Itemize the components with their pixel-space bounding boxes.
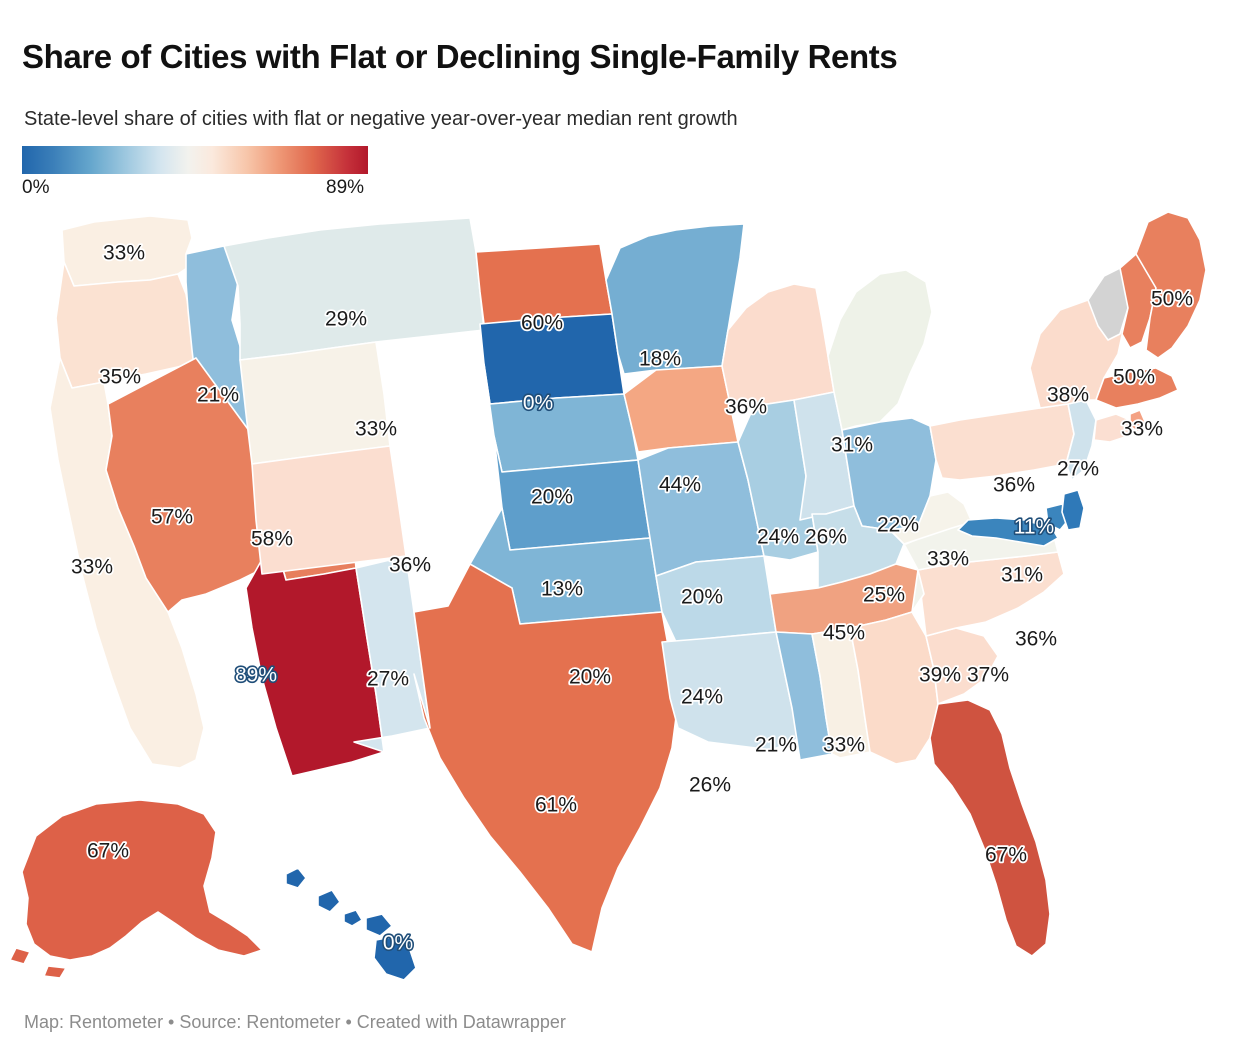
state-me[interactable] — [1135, 211, 1207, 359]
state-label-ut: 58% — [251, 528, 293, 551]
state-label-ks: 13% — [541, 578, 583, 601]
state-label-ar: 24% — [681, 686, 723, 709]
color-legend: 0% 89% — [22, 146, 368, 201]
state-label-nh: 50% — [1113, 366, 1155, 389]
state-label-me: 50% — [1151, 288, 1193, 311]
state-label-ma: 33% — [1121, 418, 1163, 441]
state-label-nj: 27% — [1057, 458, 1099, 481]
state-label-fl: 67% — [985, 844, 1027, 867]
state-label-wi: 36% — [725, 396, 767, 419]
state-az[interactable] — [245, 537, 385, 777]
state-label-mi: 31% — [831, 434, 873, 457]
state-wy[interactable] — [239, 341, 391, 465]
state-mi[interactable] — [827, 269, 933, 431]
state-label-md: 11% — [1014, 516, 1054, 539]
state-label-nd: 60% — [521, 312, 563, 335]
state-nm[interactable] — [353, 555, 431, 753]
state-label-mn: 18% — [639, 348, 681, 371]
state-ri[interactable] — [1129, 409, 1147, 433]
state-label-nc: 36% — [1015, 628, 1057, 651]
state-label-wy: 33% — [355, 418, 397, 441]
state-label-va: 31% — [1001, 564, 1043, 587]
state-label-ky: 25% — [863, 584, 905, 607]
state-pa[interactable] — [929, 403, 1075, 481]
state-co[interactable] — [251, 445, 407, 575]
state-sc[interactable] — [925, 627, 999, 705]
state-mt[interactable] — [223, 217, 485, 361]
legend-min-label: 0% — [22, 177, 50, 198]
us-map-svg: 67% 0% 33% 35% 33% 21% 57% 58% 89% 29% 33% 36% 27% 60… — [9, 211, 1207, 981]
state-label-id: 21% — [197, 384, 239, 407]
state-label-nv: 57% — [151, 506, 193, 529]
state-labels-layer: 67% 0% 33% 35% 33% 21% 57% 58% 89% 29% 33% 36% 27% 60… — [69, 240, 1194, 956]
state-label-wv: 33% — [927, 548, 969, 571]
state-label-ak: 67% — [87, 840, 129, 863]
state-label-ny: 38% — [1047, 384, 1089, 407]
state-label-sc: 37% — [967, 664, 1009, 687]
state-tx[interactable] — [413, 563, 679, 953]
state-label-ms: 21% — [755, 734, 797, 757]
page-subtitle: State-level share of cities with flat or… — [24, 108, 738, 130]
state-label-wa: 33% — [103, 242, 145, 265]
state-ak[interactable] — [9, 799, 263, 979]
legend-max-label: 89% — [326, 177, 365, 198]
state-label-sd: 0% — [523, 392, 553, 415]
state-ia[interactable] — [623, 365, 739, 453]
legend-gradient-bar — [22, 146, 368, 174]
state-label-mt: 29% — [325, 308, 367, 331]
state-label-tx: 61% — [535, 794, 577, 817]
state-label-ca: 33% — [71, 556, 113, 579]
state-label-hi: 0% — [383, 932, 413, 955]
state-label-ia: 44% — [659, 474, 701, 497]
state-de[interactable] — [1061, 489, 1085, 531]
state-label-la: 26% — [689, 774, 731, 797]
state-la[interactable] — [661, 631, 801, 751]
page-title: Share of Cities with Flat or Declining S… — [22, 38, 898, 76]
state-label-ga: 39% — [919, 664, 961, 687]
state-wv[interactable] — [889, 491, 973, 545]
state-label-oh: 22% — [877, 514, 919, 537]
source-credit: Map: Rentometer • Source: Rentometer • C… — [24, 1012, 566, 1032]
state-label-nm: 27% — [367, 668, 409, 691]
state-ct[interactable] — [1093, 413, 1131, 443]
state-label-tn: 45% — [823, 622, 865, 645]
state-label-mo: 20% — [681, 586, 723, 609]
state-wi[interactable] — [721, 283, 835, 407]
state-ma[interactable] — [1095, 367, 1179, 409]
state-label-in: 26% — [805, 526, 847, 549]
state-label-ok: 20% — [569, 666, 611, 689]
choropleth-map[interactable]: 67% 0% 33% 35% 33% 21% 57% 58% 89% 29% 33% 36% 27% 60… — [0, 208, 1240, 998]
state-label-az: 89% — [235, 664, 277, 687]
state-label-pa: 36% — [993, 474, 1035, 497]
states-layer — [9, 211, 1207, 981]
state-md[interactable] — [957, 503, 1071, 547]
state-mn[interactable] — [605, 223, 745, 375]
state-nj[interactable] — [1065, 399, 1097, 481]
state-label-il: 24% — [757, 526, 799, 549]
state-hi[interactable] — [285, 867, 417, 981]
state-fl[interactable] — [929, 699, 1051, 957]
state-label-or: 35% — [99, 366, 141, 389]
legend-tick-labels: 0% 89% — [22, 177, 368, 201]
state-label-al: 33% — [823, 734, 865, 757]
state-label-co: 36% — [389, 554, 431, 577]
state-label-ne: 20% — [531, 486, 573, 509]
